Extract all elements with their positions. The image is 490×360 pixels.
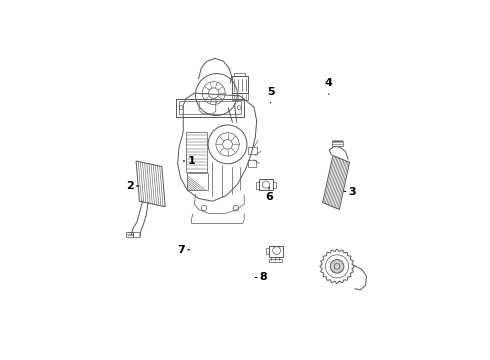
Text: 2: 2 <box>126 181 139 191</box>
Text: 7: 7 <box>177 245 190 255</box>
Text: 4: 4 <box>325 78 333 94</box>
Text: 8: 8 <box>255 273 268 283</box>
Text: 3: 3 <box>344 186 356 197</box>
Text: 1: 1 <box>183 156 196 166</box>
Text: 6: 6 <box>265 187 273 202</box>
Text: 5: 5 <box>267 87 274 103</box>
